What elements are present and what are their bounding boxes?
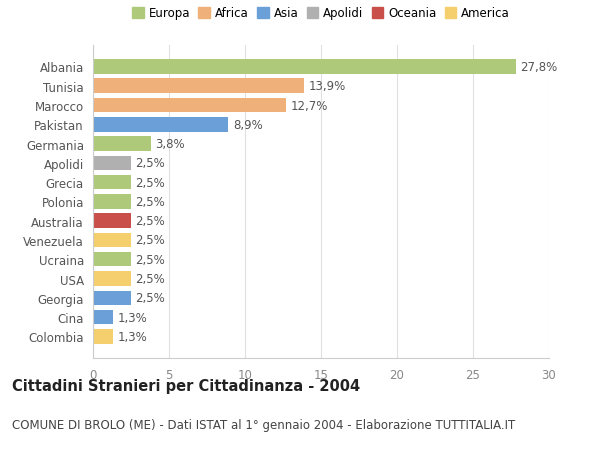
Bar (93, 79, 304, 94)
Text: 2,5%: 2,5% (136, 196, 166, 208)
Bar (93, 310, 113, 325)
Bar (93, 272, 131, 286)
Text: 2,5%: 2,5% (136, 234, 166, 247)
Text: 1,3%: 1,3% (118, 311, 147, 324)
Text: 13,9%: 13,9% (309, 80, 346, 93)
Bar (93, 175, 131, 190)
Text: 12,7%: 12,7% (290, 99, 328, 112)
Text: 2,5%: 2,5% (136, 273, 166, 285)
Text: 3,8%: 3,8% (155, 138, 185, 151)
Bar (93, 330, 113, 344)
Text: 2,5%: 2,5% (136, 215, 166, 228)
Text: 2,5%: 2,5% (136, 291, 166, 305)
Bar (93, 233, 131, 248)
Text: 8,9%: 8,9% (233, 118, 263, 131)
Bar (93, 137, 151, 151)
Text: 2,5%: 2,5% (136, 253, 166, 266)
Bar (93, 214, 131, 229)
Bar (93, 291, 131, 305)
Bar (93, 118, 228, 132)
Bar (93, 156, 131, 171)
Legend: Europa, Africa, Asia, Apolidi, Oceania, America: Europa, Africa, Asia, Apolidi, Oceania, … (130, 5, 512, 22)
Text: COMUNE DI BROLO (ME) - Dati ISTAT al 1° gennaio 2004 - Elaborazione TUTTITALIA.I: COMUNE DI BROLO (ME) - Dati ISTAT al 1° … (12, 418, 515, 431)
Text: 2,5%: 2,5% (136, 176, 166, 189)
Text: 2,5%: 2,5% (136, 157, 166, 170)
Text: Cittadini Stranieri per Cittadinanza - 2004: Cittadini Stranieri per Cittadinanza - 2… (12, 379, 360, 394)
Text: 1,3%: 1,3% (118, 330, 147, 343)
Bar (93, 60, 515, 74)
Bar (93, 195, 131, 209)
Bar (93, 252, 131, 267)
Bar (93, 99, 286, 113)
Text: 27,8%: 27,8% (520, 61, 557, 74)
